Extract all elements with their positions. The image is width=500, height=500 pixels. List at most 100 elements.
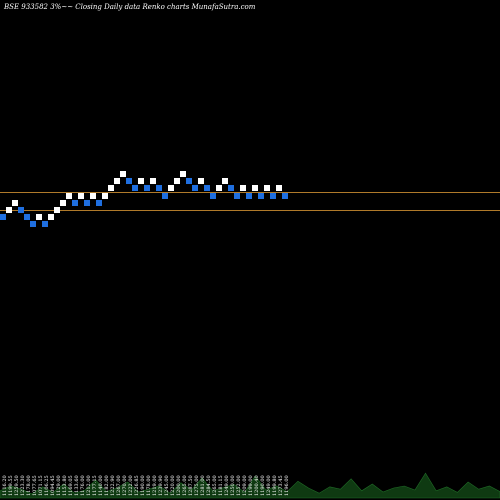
renko-brick: [276, 185, 282, 191]
volume-area-fill: [0, 472, 500, 499]
renko-brick: [216, 185, 222, 191]
volume-label: 1177.15: [92, 475, 98, 496]
volume-label: 1196.00: [284, 475, 290, 496]
volume-label: 1270.00: [122, 475, 128, 496]
renko-brick: [30, 221, 36, 227]
renko-brick: [42, 221, 48, 227]
volume-label: 1245.00: [164, 475, 170, 496]
volume-label: 1094.45: [50, 475, 56, 496]
chart-title: BSE 933582 3%~~ Closing Daily data Renko…: [3, 3, 256, 11]
volume-label: 1273.45: [278, 475, 284, 496]
renko-brick: [222, 178, 228, 184]
volume-label: 1176.00: [80, 475, 86, 496]
volume-label: 1284.50: [206, 475, 212, 496]
renko-bricks: [0, 171, 288, 227]
renko-brick: [174, 178, 180, 184]
volume-label: 1077.65: [32, 475, 38, 496]
volume-label: 1200.00: [176, 475, 182, 496]
volume-label: 1267.00: [116, 475, 122, 496]
renko-brick: [54, 207, 60, 213]
renko-brick: [150, 178, 156, 184]
renko-brick: [228, 185, 234, 191]
volume-label: 1190.00: [140, 475, 146, 496]
volume-label: 1071.15: [38, 475, 44, 496]
volume-label: 1249.00: [266, 475, 272, 496]
renko-brick: [84, 200, 90, 206]
volume-label: 1275.00: [194, 475, 200, 496]
renko-brick: [156, 185, 162, 191]
volume-label: 1106.25: [44, 475, 50, 496]
renko-brick: [114, 178, 120, 184]
volume-label: 1259.50: [14, 475, 20, 496]
volume-label: 1226.85: [134, 475, 140, 496]
renko-brick: [144, 185, 150, 191]
volume-label: 1199.55: [8, 475, 14, 496]
volume-label: 1220.00: [170, 475, 176, 496]
volume-label: 1223.30: [20, 475, 26, 496]
renko-brick: [72, 200, 78, 206]
volume-label: 1252.00: [236, 475, 242, 496]
renko-brick: [120, 171, 126, 177]
renko-brick: [24, 214, 30, 220]
volume-label: 1116.20: [2, 475, 8, 496]
renko-brick: [102, 193, 108, 199]
renko-brick: [132, 185, 138, 191]
renko-brick: [198, 178, 204, 184]
volume-label: 1199.00: [248, 475, 254, 496]
volume-label: 1133.60: [74, 475, 80, 496]
reference-lines: [0, 192, 500, 211]
renko-brick: [90, 193, 96, 199]
volume-label: 1181.15: [218, 475, 224, 496]
renko-brick: [108, 185, 114, 191]
volume-label: 1222.90: [110, 475, 116, 496]
volume-label: 1265.00: [212, 475, 218, 496]
renko-brick: [126, 178, 132, 184]
renko-brick: [210, 193, 216, 199]
volume-label: 1199.80: [272, 475, 278, 496]
renko-brick: [204, 185, 210, 191]
volume-label: 1212.00: [86, 475, 92, 496]
volume-label: 1239.90: [158, 475, 164, 496]
renko-brick: [270, 193, 276, 199]
volume-label: 1222.00: [128, 475, 134, 496]
volume-label: 1169.05: [68, 475, 74, 496]
renko-brick: [252, 185, 258, 191]
renko-brick: [192, 185, 198, 191]
volume-label: 1190.00: [260, 475, 266, 496]
renko-brick: [168, 185, 174, 191]
volume-label: 1129.00: [56, 475, 62, 496]
volume-labels: 1116.20 1199.55 1259.50 1223.30 1178.00 1077.…: [2, 475, 290, 496]
renko-brick: [6, 207, 12, 213]
volume-label: 1182.00: [104, 475, 110, 496]
renko-brick: [0, 214, 6, 220]
renko-brick: [246, 193, 252, 199]
renko-brick: [18, 207, 24, 213]
volume-label: 1281.00: [200, 475, 206, 496]
volume-label: 1209.00: [242, 475, 248, 496]
volume-area: [0, 472, 500, 499]
renko-brick: [234, 193, 240, 199]
renko-brick: [60, 200, 66, 206]
volume-label: 1250.00: [230, 475, 236, 496]
renko-brick: [282, 193, 288, 199]
renko-brick: [48, 214, 54, 220]
volume-label: 1140.00: [98, 475, 104, 496]
volume-label: 1178.00: [26, 475, 32, 496]
volume-label: 1287.50: [188, 475, 194, 496]
volume-label: 1249.00: [224, 475, 230, 496]
renko-brick: [12, 200, 18, 206]
volume-label: 1219.00: [152, 475, 158, 496]
renko-brick: [258, 193, 264, 199]
volume-label: 1153.80: [62, 475, 68, 496]
volume-label: 1265.00: [182, 475, 188, 496]
renko-brick: [180, 171, 186, 177]
renko-brick: [36, 214, 42, 220]
renko-brick: [66, 193, 72, 199]
renko-brick: [186, 178, 192, 184]
volume-label: 1178.00: [146, 475, 152, 496]
renko-brick: [162, 193, 168, 199]
volume-label: 1200.40: [254, 475, 260, 496]
renko-brick: [240, 185, 246, 191]
